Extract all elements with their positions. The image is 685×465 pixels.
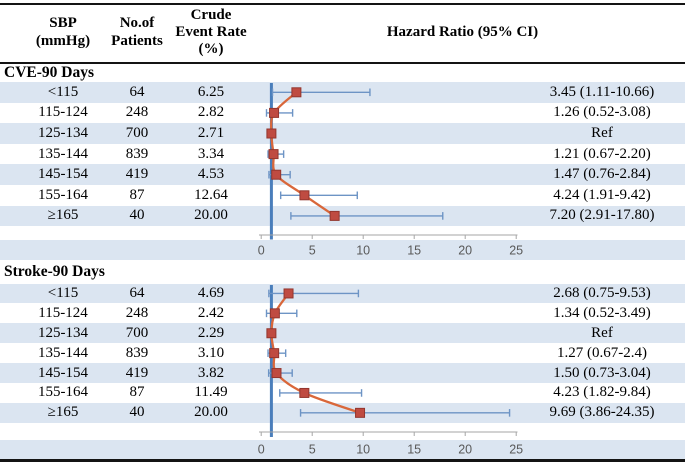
table-row: 115-124 248 2.42 1.34 (0.52-3.49) [0,303,685,323]
patients-cell: 700 [125,124,149,141]
sbp-cell: 135-144 [38,344,88,361]
column-header-sbp: SBP (mmHg) [8,5,118,60]
table-row: 125-134 700 2.29 Ref [0,323,685,344]
hazard-ratio-ci-cell: 1.47 (0.76-2.84) [553,166,651,183]
patients-cell: 839 [125,344,149,361]
patients-cell: 87 [129,186,145,203]
axis-label-band [0,240,685,260]
header-line: (mmHg) [35,32,91,49]
sbp-cell: <115 [47,83,79,100]
axis-label-band [0,439,685,459]
hazard-ratio-ci-cell: 1.27 (0.67-2.4) [557,344,647,361]
sbp-cell: 125-134 [38,324,88,341]
event-rate-cell: 20.00 [194,207,228,224]
event-rate-cell: 4.69 [197,284,225,301]
hazard-ratio-ci-cell: 1.34 (0.52-3.49) [553,304,651,321]
event-rate-cell: 11.49 [194,384,228,401]
table-row: <115 64 4.69 2.68 (0.75-9.53) [0,283,685,304]
hazard-ratio-ci-cell: 4.23 (1.82-9.84) [553,384,651,401]
patients-cell: 64 [129,284,145,301]
header-line: No.of [119,15,155,31]
table-row: <115 64 6.25 3.45 (1.11-10.66) [0,82,685,103]
table-row: 135-144 839 3.10 1.27 (0.67-2.4) [0,343,685,363]
event-rate-cell: 6.25 [197,83,225,100]
sbp-cell: ≥165 [47,207,79,224]
header-line: (%) [198,41,224,57]
hazard-ratio-ci-cell: 9.69 (3.86-24.35) [549,404,655,421]
column-header-patients: No.of Patients [102,5,172,60]
table-row: ≥165 40 20.00 7.20 (2.91-17.80) [0,205,685,227]
event-rate-cell: 2.82 [197,104,225,121]
table-row: 115-124 248 2.82 1.26 (0.52-3.08) [0,103,685,124]
event-rate-cell: 2.42 [197,304,225,321]
table-row: 145-154 419 4.53 1.47 (0.76-2.84) [0,164,685,185]
event-rate-cell: 3.82 [197,364,225,381]
header-line: SBP [49,15,77,31]
sbp-cell: 115-124 [38,304,88,321]
patients-cell: 700 [125,324,149,341]
sbp-cell: 145-154 [38,364,88,381]
sbp-cell: 115-124 [38,104,88,121]
event-rate-cell: 3.34 [197,145,225,162]
patients-cell: 87 [129,384,145,401]
header-line: Hazard Ratio (95% CI) [386,23,539,40]
event-rate-cell: 4.53 [197,166,225,183]
header-line: Event Rate [175,24,247,40]
hazard-ratio-ci-cell: Ref [591,124,613,141]
column-header-rate: Crude Event Rate (%) [171,4,251,61]
event-rate-cell: 2.29 [197,324,225,341]
hazard-ratio-ci-cell: Ref [591,324,613,341]
sbp-cell: <115 [47,284,79,301]
sbp-cell: 155-164 [38,186,88,203]
top-border [0,2,685,5]
event-rate-cell: 2.71 [197,124,225,141]
column-header-hazard-ratio: Hazard Ratio (95% CI) [335,5,590,60]
sbp-cell: 135-144 [38,145,88,162]
event-rate-cell: 20.00 [194,404,228,421]
patients-cell: 839 [125,145,149,162]
hazard-ratio-ci-cell: 7.20 (2.91-17.80) [549,207,655,224]
header-line: Crude [190,7,232,23]
event-rate-cell: 3.10 [197,344,225,361]
table-row: 135-144 839 3.34 1.21 (0.67-2.20) [0,144,685,165]
patients-cell: 419 [125,364,149,381]
section-label-cve: CVE-90 Days [4,64,94,81]
patients-cell: 40 [129,404,145,421]
hazard-ratio-ci-cell: 2.68 (0.75-9.53) [553,284,651,301]
table-row: 155-164 87 12.64 4.24 (1.91-9.42) [0,185,685,206]
hazard-ratio-ci-cell: 4.24 (1.91-9.42) [553,186,651,203]
patients-cell: 64 [129,83,145,100]
sbp-cell: 125-134 [38,124,88,141]
sbp-cell: 145-154 [38,166,88,183]
sbp-cell: 155-164 [38,384,88,401]
event-rate-cell: 12.64 [194,186,228,203]
header-line: Patients [111,32,163,49]
hazard-ratio-ci-cell: 1.21 (0.67-2.20) [553,145,651,162]
sbp-cell: ≥165 [47,404,79,421]
section-label-stroke: Stroke-90 Days [4,263,105,280]
table-row: 125-134 700 2.71 Ref [0,123,685,144]
hazard-ratio-ci-cell: 1.26 (0.52-3.08) [553,104,651,121]
patients-cell: 40 [129,207,145,224]
header-separator [0,61,685,64]
hazard-ratio-ci-cell: 3.45 (1.11-10.66) [549,83,655,100]
patients-cell: 419 [125,166,149,183]
table-row: ≥165 40 20.00 9.69 (3.86-24.35) [0,402,685,423]
table-row: 155-164 87 11.49 4.23 (1.82-9.84) [0,383,685,403]
patients-cell: 248 [125,104,149,121]
table-row: 145-154 419 3.82 1.50 (0.73-3.04) [0,363,685,383]
patients-cell: 248 [125,304,149,321]
bottom-border [0,459,685,462]
hazard-ratio-ci-cell: 1.50 (0.73-3.04) [553,364,651,381]
